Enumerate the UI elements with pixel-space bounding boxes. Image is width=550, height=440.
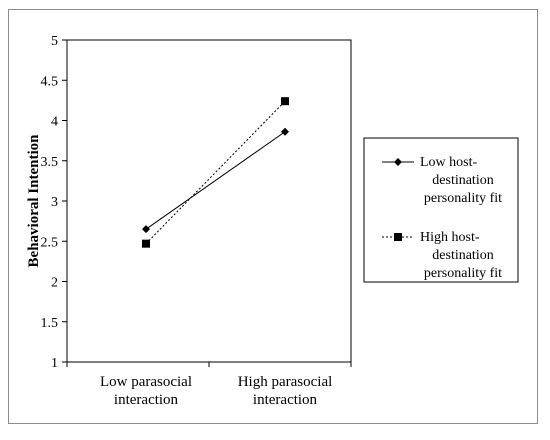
square-marker	[281, 97, 289, 106]
legend-label: destination	[432, 248, 493, 263]
legend-marker	[394, 233, 402, 241]
series-group	[142, 97, 289, 248]
figure-frame	[8, 9, 538, 424]
y-tick-label: 3.5	[41, 155, 59, 170]
x-category-label: interaction	[253, 392, 318, 408]
legend-marker	[394, 158, 402, 166]
y-tick-label: 1	[51, 356, 58, 371]
y-tick-label: 4	[51, 115, 58, 130]
x-category-label: Low parasocial	[100, 374, 192, 390]
y-tick-label: 2	[51, 276, 58, 291]
x-category-label: interaction	[114, 392, 179, 408]
y-tick-label: 3	[51, 195, 58, 210]
square-marker	[142, 239, 150, 248]
legend-entry-1: Low host-destination personality fit	[382, 155, 502, 206]
y-tick-label: 4.5	[41, 74, 59, 89]
series-line	[145, 100, 286, 245]
legend-label: Low host-	[420, 155, 478, 170]
y-axis-label: Behavioral Intention	[26, 134, 42, 268]
series-line	[145, 131, 286, 230]
x-axis: Low parasocial interaction High parasocial…	[66, 362, 352, 408]
legend-label: personality fit	[424, 266, 502, 281]
x-category-label: High parasocial	[238, 374, 333, 390]
y-tick-label: 2.5	[41, 235, 59, 250]
diamond-marker	[142, 225, 150, 234]
series-1	[142, 127, 289, 234]
y-tick-label: 1.5	[41, 316, 59, 331]
legend-label: personality fit	[424, 191, 502, 206]
legend-label: High host-	[420, 230, 480, 245]
legend-entry-2: High host-destination personality fit	[382, 230, 502, 281]
series-2	[142, 97, 289, 248]
plot-area	[66, 39, 352, 363]
diamond-marker	[281, 127, 289, 136]
legend-label: destination	[432, 173, 493, 188]
y-axis: 1 1.5 2 2.5 3 3.5 4 4.5 5	[41, 34, 67, 371]
y-tick-label: 5	[51, 34, 58, 49]
